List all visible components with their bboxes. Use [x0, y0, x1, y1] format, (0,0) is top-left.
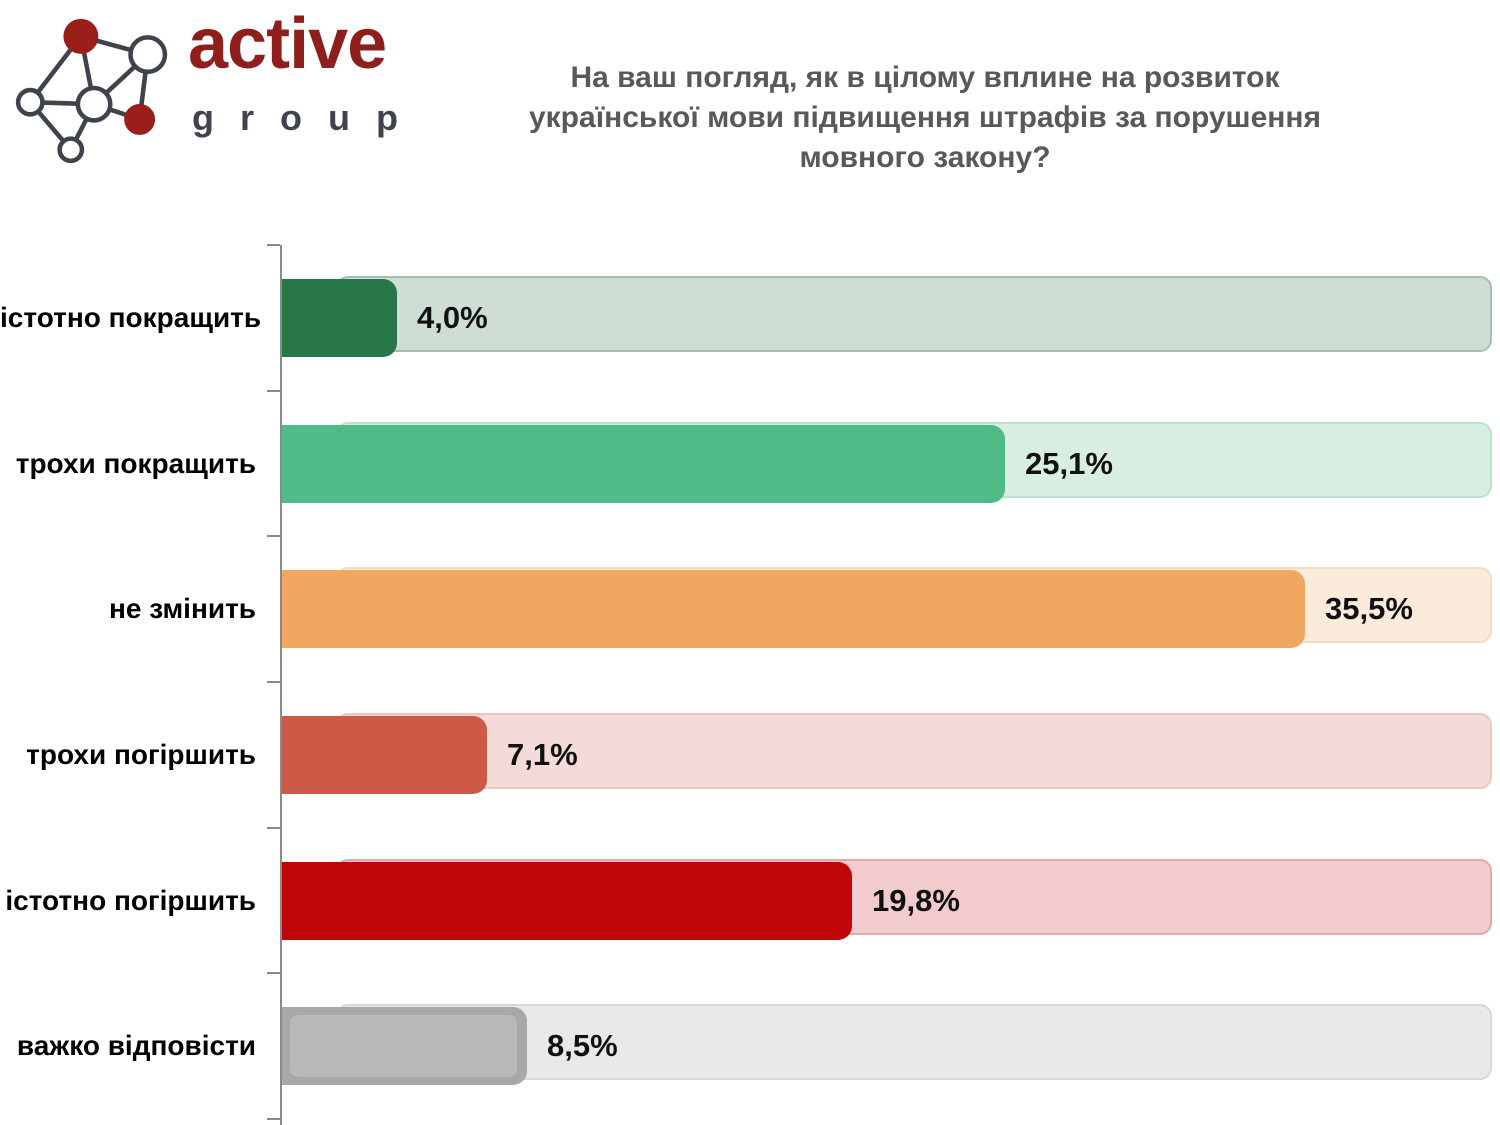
- bar-fill: [282, 861, 852, 940]
- chart-title-line3: мовного закону?: [799, 141, 1051, 174]
- axis-tick: [267, 681, 280, 683]
- logo-node-open-2: [15, 87, 45, 117]
- value-label: 8,5%: [547, 1028, 618, 1064]
- category-label: трохи покращить: [15, 447, 256, 479]
- category-label: трохи погіршить: [26, 738, 256, 770]
- chart-title: На ваш погляд, як в цілому вплине на роз…: [480, 58, 1370, 178]
- value-label: 19,8%: [872, 882, 960, 918]
- bar-fill: [282, 1007, 527, 1086]
- category-label: не змінить: [108, 593, 256, 625]
- value-axis-line: [280, 245, 282, 1125]
- bar-fill: [282, 424, 1005, 503]
- bar-fill: [282, 715, 487, 794]
- bar-fill-inner-highlight: [290, 1015, 517, 1078]
- chart-title-line2: української мови підвищення штрафів за п…: [528, 101, 1321, 134]
- bar-fill: [282, 570, 1305, 649]
- logo-node-open-1: [128, 35, 168, 75]
- logo-node-open-3: [75, 85, 113, 123]
- value-label: 7,1%: [507, 736, 578, 772]
- logo-node-open-4: [57, 136, 85, 164]
- logo-node-red-1: [63, 18, 99, 54]
- value-label: 4,0%: [417, 299, 488, 335]
- axis-tick: [267, 535, 280, 537]
- value-label: 25,1%: [1025, 445, 1113, 481]
- axis-tick: [267, 827, 280, 829]
- bar-track: [336, 712, 1492, 789]
- axis-tick: [267, 972, 280, 974]
- axis-tick: [267, 1118, 280, 1120]
- chart-title-line1: На ваш погляд, як в цілому вплине на роз…: [570, 61, 1280, 94]
- category-label: істотно погіршить: [5, 884, 256, 916]
- category-label: істотно покращить: [0, 301, 262, 333]
- brand-subtitle: group: [192, 97, 424, 138]
- axis-tick: [267, 390, 280, 392]
- value-label: 35,5%: [1325, 591, 1413, 627]
- brand-name: active: [188, 4, 387, 84]
- bar-track: [336, 275, 1492, 352]
- active-group-logo-icon: [15, 18, 168, 164]
- logo-node-red-2: [124, 103, 156, 135]
- bar-track: [336, 1004, 1492, 1081]
- category-label: важко відповісти: [16, 1030, 256, 1062]
- bar-fill: [282, 278, 397, 357]
- axis-tick: [267, 244, 280, 246]
